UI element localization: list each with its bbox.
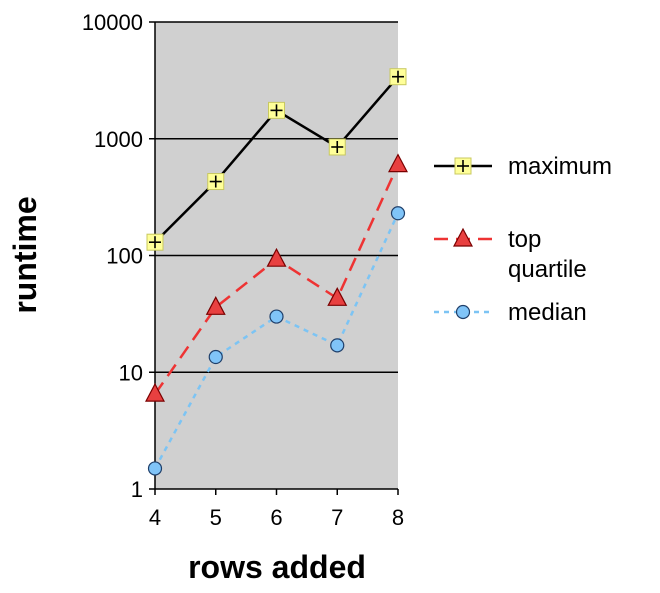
y-axis-title: runtime bbox=[7, 196, 43, 313]
legend: maximum top quartile median bbox=[434, 153, 612, 326]
data-point-median bbox=[269, 309, 284, 324]
legend-label-median: median bbox=[508, 299, 587, 326]
x-tick-label: 8 bbox=[392, 505, 404, 530]
legend-marker-median bbox=[455, 304, 471, 320]
data-point-median bbox=[208, 349, 223, 365]
x-tick-label: 5 bbox=[210, 505, 222, 530]
data-point-top-quartile bbox=[205, 296, 226, 315]
data-point-maximum bbox=[268, 101, 285, 119]
series-layer bbox=[145, 68, 408, 476]
y-tick-label: 10 bbox=[119, 360, 143, 385]
data-point-top-quartile bbox=[145, 382, 165, 402]
data-point-maximum bbox=[389, 68, 407, 86]
data-point-maximum bbox=[146, 233, 164, 251]
data-point-median bbox=[330, 338, 345, 353]
data-point-median bbox=[147, 461, 163, 476]
legend-marker-maximum bbox=[454, 157, 472, 175]
x-tick-label: 6 bbox=[270, 505, 282, 530]
legend-marker-top-quartile bbox=[453, 227, 473, 247]
series-line-median bbox=[153, 212, 400, 470]
data-point-median bbox=[390, 206, 406, 221]
data-point-top-quartile bbox=[388, 153, 408, 173]
data-point-maximum bbox=[328, 138, 346, 156]
legend-label-maximum: maximum bbox=[508, 153, 612, 180]
legend-label-top-quartile: quartile bbox=[508, 256, 587, 283]
y-tick-label: 1000 bbox=[94, 127, 143, 152]
data-point-top-quartile bbox=[327, 287, 348, 306]
y-tick-label: 1 bbox=[131, 477, 143, 502]
x-tick-label: 7 bbox=[331, 505, 343, 530]
y-tick-label: 10000 bbox=[82, 10, 143, 35]
data-point-maximum bbox=[207, 173, 225, 191]
y-tick-label: 100 bbox=[106, 244, 143, 269]
axes: 1 10 100 1000 10000 4 5 6 7 8 bbox=[82, 10, 404, 530]
legend-label-top-quartile: top bbox=[508, 226, 541, 253]
x-tick-label: 4 bbox=[149, 505, 161, 530]
data-point-top-quartile bbox=[266, 247, 287, 267]
x-axis-title: rows added bbox=[188, 549, 366, 585]
